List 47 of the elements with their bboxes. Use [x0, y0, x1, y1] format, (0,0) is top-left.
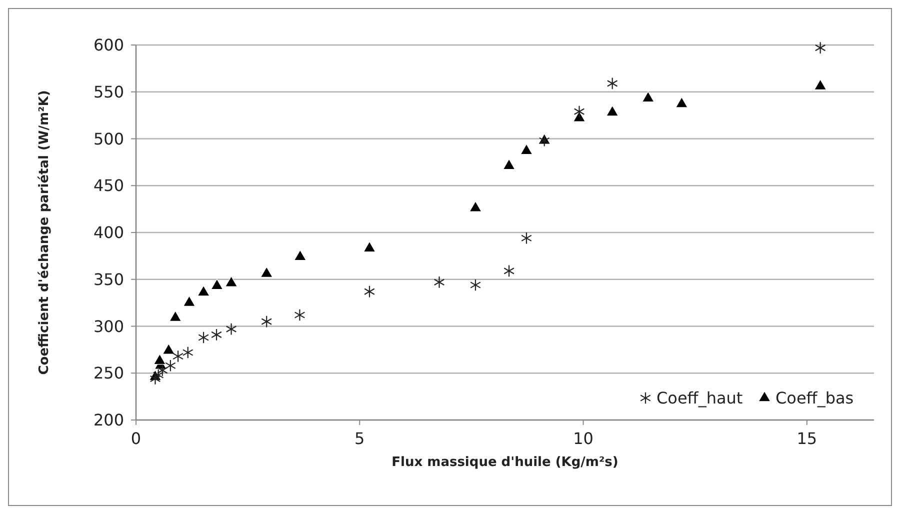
point: [152, 368, 164, 382]
point: [154, 354, 166, 365]
point: [198, 331, 209, 344]
x-tick-label: 5: [354, 429, 365, 448]
legend-label: Coeff_haut: [656, 388, 743, 408]
legend-label: Coeff_bas: [776, 388, 854, 408]
point: [183, 296, 196, 307]
point: [226, 322, 237, 336]
point: [606, 105, 619, 116]
point: [210, 278, 224, 290]
point: [260, 266, 273, 278]
y-tick-label: 350: [93, 270, 124, 289]
y-axis-title: Coefficient d'échange pariétal (W/m²K): [37, 90, 52, 375]
y-tick-label: 400: [93, 223, 124, 242]
x-tick-label: 0: [130, 429, 142, 448]
point: [470, 278, 481, 292]
point: [502, 158, 516, 170]
point: [434, 276, 445, 288]
x-tick-label: 15: [796, 429, 818, 448]
y-tick-label: 300: [93, 316, 124, 336]
point: [225, 276, 238, 287]
point: [538, 134, 550, 147]
x-axis-title: Flux massique d'huile (Kg/m²s): [392, 455, 618, 470]
point: [469, 201, 482, 212]
point: [261, 315, 272, 328]
y-tick-label: 550: [93, 82, 124, 102]
x-tick-label: 10: [573, 429, 594, 448]
point: [294, 250, 306, 261]
point: [197, 285, 210, 296]
point: [182, 346, 194, 359]
point: [211, 328, 222, 341]
point: [162, 344, 175, 354]
point: [521, 232, 532, 244]
point: [814, 79, 827, 90]
point: [642, 91, 654, 102]
y-tick-label: 450: [93, 176, 124, 196]
y-tick-label: 600: [93, 36, 124, 55]
point: [169, 310, 182, 322]
point: [504, 264, 514, 278]
y-tick-label: 200: [93, 410, 124, 430]
point: [294, 308, 306, 322]
point: [675, 96, 688, 108]
y-tick-label: 250: [93, 364, 124, 383]
point: [363, 241, 376, 252]
point: [520, 144, 533, 155]
point: [364, 285, 375, 298]
y-tick-label: 500: [93, 129, 124, 148]
